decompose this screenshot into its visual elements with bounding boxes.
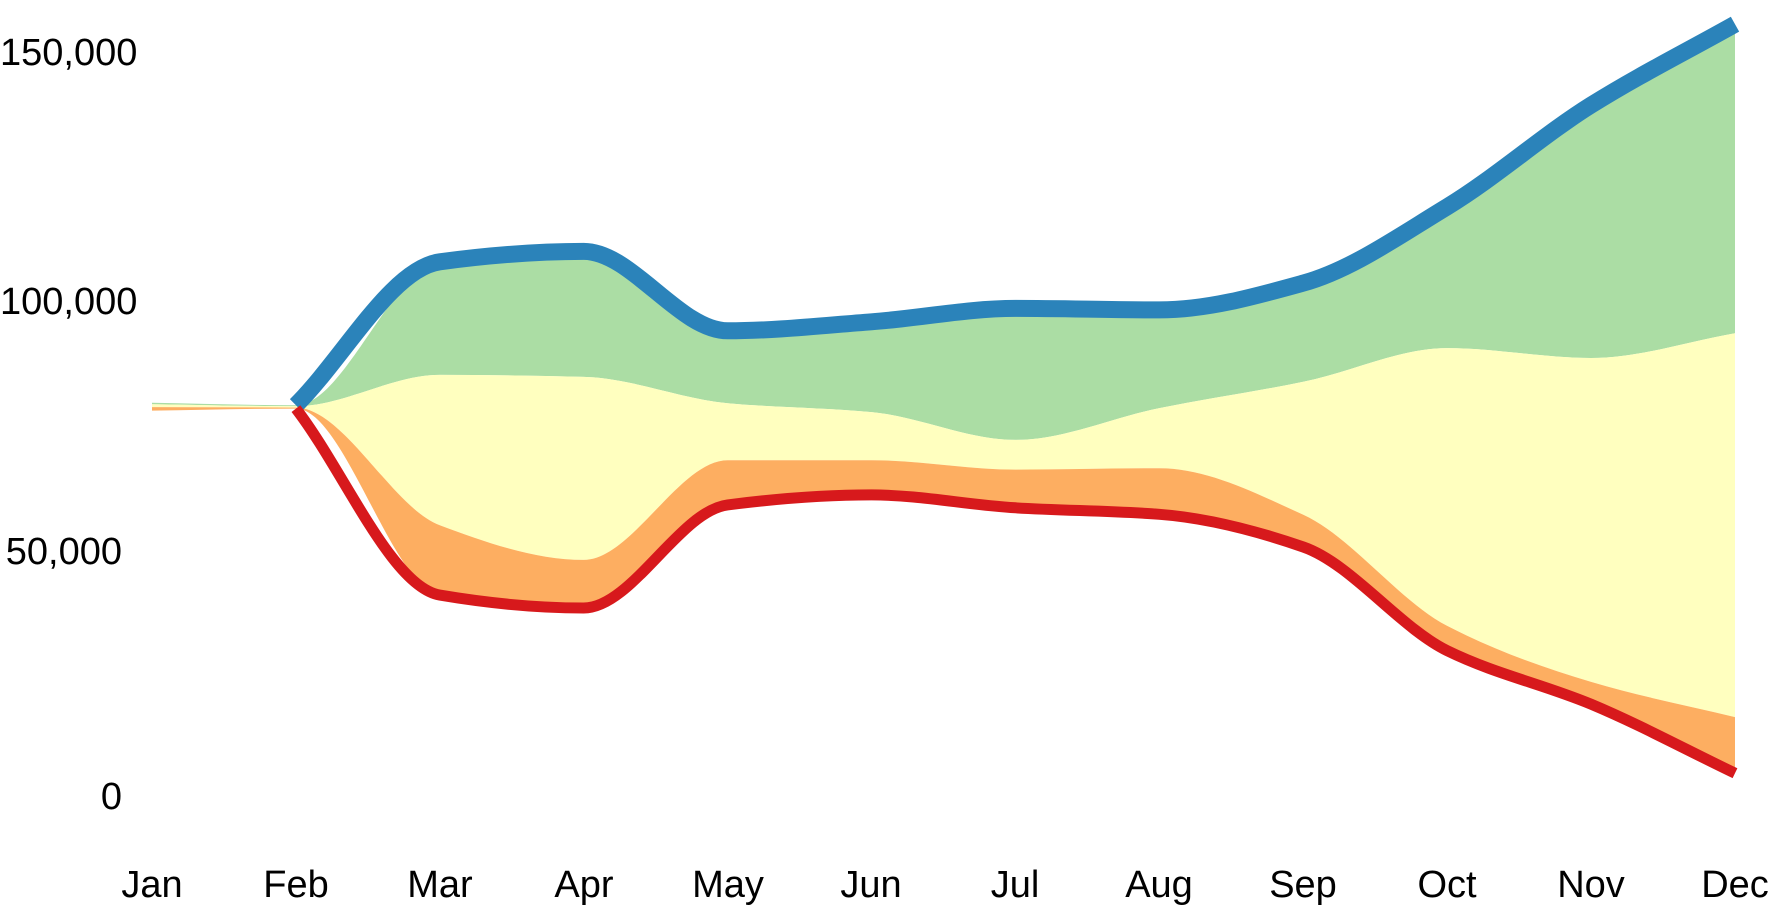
y-axis-tick-label: 50,000 [5,531,122,573]
y-axis-tick-label: 0 [100,776,122,818]
lower-band-area [152,407,1735,774]
x-axis-month-label: Feb [263,864,329,906]
x-axis-month-label: Mar [407,864,473,906]
upper-band-area [152,24,1735,440]
y-axis-tick-label: 150,000 [0,32,138,74]
x-axis-month-label: May [692,864,764,906]
x-axis-month-label: Jul [990,864,1040,906]
x-axis-month-label: Sep [1269,864,1337,906]
y-axis-tick-label: 100,000 [0,281,138,323]
x-axis-month-label: Nov [1557,864,1625,906]
x-axis-month-label: Aug [1125,864,1193,906]
x-axis-month-label: Apr [554,864,614,906]
x-axis-month-label: Oct [1417,864,1477,906]
lower-bound-line [291,405,1738,779]
upper-bound-line [289,16,1740,412]
middle-band-area [152,333,1735,718]
x-axis-month-label: Dec [1701,864,1769,906]
x-axis-month-label: Jan [121,864,183,906]
x-axis-month-label: Jun [840,864,902,906]
